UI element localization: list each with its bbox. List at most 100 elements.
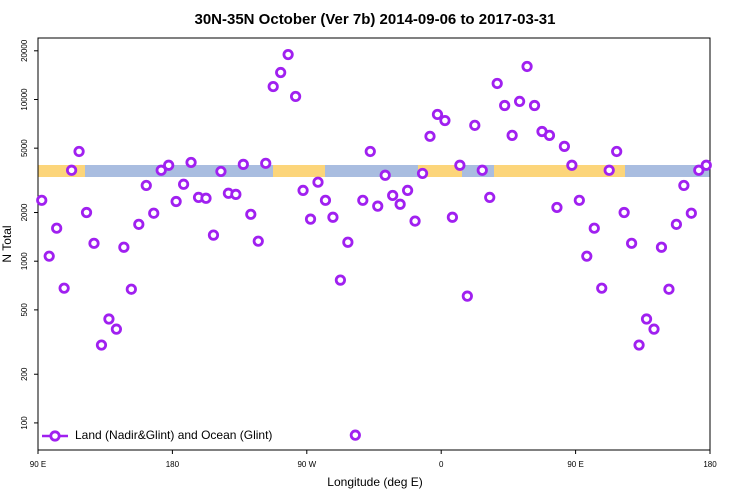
data-point	[304, 213, 317, 225]
data-point	[543, 129, 556, 141]
data-point	[670, 218, 683, 230]
data-point	[416, 167, 429, 180]
data-point	[133, 218, 145, 230]
x-tick-label: 180	[166, 460, 180, 469]
data-point	[566, 159, 578, 171]
data-point	[625, 237, 638, 249]
data-point	[372, 200, 384, 212]
data-point	[58, 282, 70, 294]
data-point	[476, 164, 488, 176]
data-point	[140, 179, 152, 192]
y-tick-label: 1000	[20, 252, 29, 270]
data-point	[528, 99, 541, 112]
data-point	[73, 145, 85, 158]
y-tick-label: 500	[20, 303, 29, 317]
data-point	[125, 283, 137, 295]
data-point	[484, 191, 496, 204]
data-point	[80, 206, 93, 219]
x-tick-label: 90 W	[297, 460, 316, 469]
plot-frame	[37, 37, 711, 451]
data-point	[200, 192, 212, 204]
data-point	[513, 95, 526, 108]
data-point	[596, 282, 608, 294]
x-tick-label: 90 E	[567, 460, 583, 469]
data-point	[349, 429, 361, 441]
data-point	[357, 194, 369, 206]
data-point	[155, 164, 167, 176]
data-point	[588, 222, 600, 234]
data-point	[439, 114, 451, 127]
chart-title: 30N-35N October (Ver 7b) 2014-09-06 to 2…	[194, 11, 555, 28]
land-band	[38, 165, 85, 177]
data-point	[491, 77, 503, 90]
data-point	[118, 241, 130, 253]
data-point	[461, 290, 473, 302]
data-point	[215, 165, 227, 178]
data-point	[551, 201, 563, 214]
data-point	[245, 208, 257, 220]
data-point	[289, 90, 302, 103]
land-band	[418, 165, 462, 177]
data-point	[409, 215, 421, 227]
data-point	[275, 66, 287, 79]
data-point	[618, 206, 630, 219]
data-point	[700, 159, 712, 171]
y-tick-label: 10000	[20, 88, 29, 111]
land-band	[273, 165, 325, 177]
data-point	[334, 274, 346, 286]
data-point	[282, 48, 294, 61]
data-point	[230, 188, 242, 200]
data-point	[252, 235, 264, 247]
data-point	[499, 99, 511, 112]
land-band	[494, 165, 625, 177]
ocean-band	[85, 165, 273, 177]
data-point	[424, 130, 436, 142]
data-point	[237, 158, 249, 170]
data-point	[260, 157, 272, 169]
data-point	[469, 119, 481, 131]
data-point	[431, 108, 444, 121]
data-point	[342, 236, 354, 248]
legend-label: Land (Nadir&Glint) and Ocean (Glint)	[75, 428, 272, 442]
data-point	[394, 198, 406, 210]
data-point	[581, 250, 593, 262]
data-point	[648, 323, 660, 335]
data-point	[685, 207, 697, 219]
data-point	[36, 194, 48, 206]
data-point	[163, 159, 175, 171]
data-point	[267, 80, 279, 93]
data-point	[327, 211, 339, 223]
land-ocean-strip	[38, 165, 710, 177]
data-point	[446, 211, 458, 223]
x-axis-label: Longitude (deg E)	[327, 475, 422, 489]
data-point	[95, 339, 108, 351]
data-point	[633, 339, 645, 351]
data-point	[66, 164, 78, 176]
data-point	[693, 164, 705, 176]
data-point	[88, 237, 100, 249]
data-point	[521, 60, 533, 73]
data-point	[506, 129, 518, 141]
data-point	[103, 313, 115, 325]
data-point	[678, 179, 690, 192]
data-point	[663, 283, 675, 295]
data-point	[170, 195, 182, 208]
x-tick-label: 180	[703, 460, 717, 469]
y-tick-label: 100	[20, 416, 29, 430]
y-tick-label: 5000	[20, 139, 29, 157]
data-point	[655, 241, 668, 253]
ocean-band	[325, 165, 418, 177]
data-point	[611, 145, 623, 158]
data-point	[207, 229, 220, 241]
data-point	[558, 140, 571, 152]
data-point	[43, 250, 55, 262]
y-tick-label: 200	[20, 367, 29, 381]
y-tick-label: 20000	[20, 39, 29, 62]
data-point	[312, 176, 324, 188]
x-tick-label: 0	[439, 460, 444, 469]
data-point	[454, 159, 466, 171]
y-tick-label: 2000	[20, 203, 29, 221]
data-point	[640, 313, 653, 325]
